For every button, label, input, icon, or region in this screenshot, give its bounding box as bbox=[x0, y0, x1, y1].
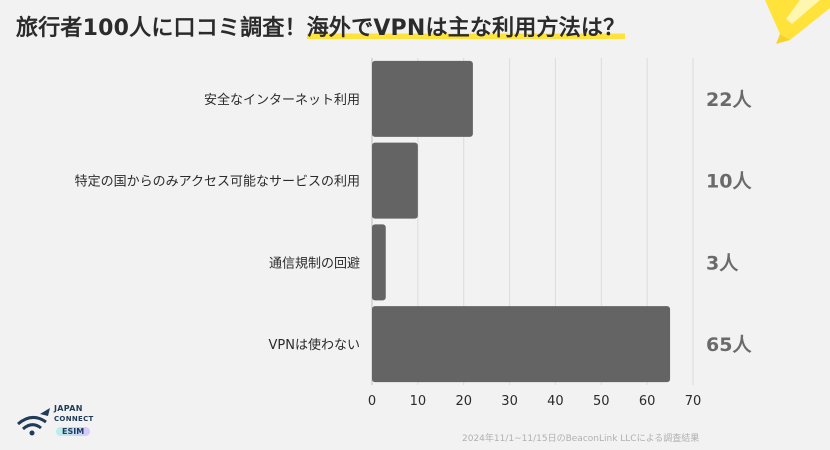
x-tick-label: 0 bbox=[368, 394, 376, 409]
x-tick-label: 40 bbox=[547, 394, 564, 409]
logo-esim-badge: ESIM bbox=[56, 427, 91, 436]
x-tick-label: 50 bbox=[593, 394, 610, 409]
bar bbox=[372, 306, 671, 383]
x-tick-label: 20 bbox=[455, 394, 472, 409]
source-note: 2024年11/1~11/15日のBeaconLink LLCによる調査結果 bbox=[462, 434, 700, 444]
japan-connect-logo: JAPAN CONNECT ESIM bbox=[16, 404, 106, 440]
x-tick-label: 70 bbox=[685, 394, 702, 409]
data-label: 22人 bbox=[706, 89, 752, 111]
data-label: 10人 bbox=[706, 171, 752, 193]
pencil-decoration-icon bbox=[765, 0, 830, 44]
category-label: 特定の国からのみアクセス可能なサービスの利用 bbox=[75, 175, 360, 190]
bar bbox=[372, 60, 473, 137]
x-tick-label: 10 bbox=[410, 394, 427, 409]
x-tick-label: 60 bbox=[639, 394, 656, 409]
wifi-whale-icon bbox=[17, 408, 50, 436]
title-part2-highlighted: 海外でVPNは主な利用方法は？ bbox=[306, 16, 626, 41]
title-part1: 旅行者100人に口コミ調査！ bbox=[16, 16, 307, 41]
chart-title: 旅行者100人に口コミ調査！海外でVPNは主な利用方法は？ bbox=[16, 10, 626, 42]
data-label: 3人 bbox=[706, 252, 739, 274]
bar bbox=[372, 142, 418, 219]
category-label: 安全なインターネット利用 bbox=[204, 92, 360, 108]
bar bbox=[372, 224, 386, 301]
data-label: 65人 bbox=[706, 334, 752, 356]
x-tick-label: 30 bbox=[501, 394, 518, 409]
category-label: 通信規制の回避 bbox=[269, 256, 360, 271]
category-label: VPNは使わない bbox=[269, 337, 360, 353]
logo-line1: JAPAN bbox=[54, 404, 83, 413]
logo-line2: CONNECT bbox=[54, 415, 94, 423]
